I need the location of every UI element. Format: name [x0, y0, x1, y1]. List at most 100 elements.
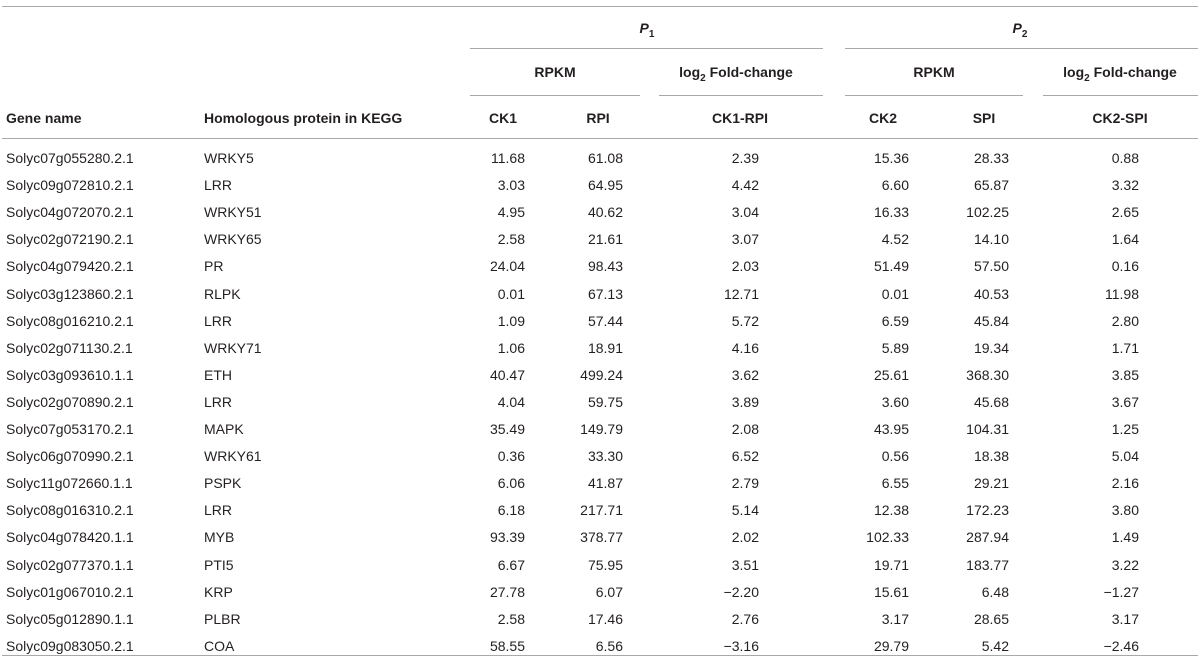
ck1-rpi-fold-change-cell: 2.39: [731, 150, 759, 166]
p1-group-rule: [470, 48, 823, 49]
p2-log-fold-change-header: log2 Fold-change: [1063, 64, 1177, 84]
ck2-cell: 5.89: [881, 340, 909, 356]
spi-cell: 14.10: [973, 231, 1009, 247]
ck2-cell: 3.17: [881, 611, 909, 627]
rpi-cell: 64.95: [587, 177, 623, 193]
homologous-protein-header: Homologous protein in KEGG: [204, 110, 403, 126]
ck2-cell: 12.38: [873, 502, 909, 518]
homologous-protein-cell: KRP: [204, 584, 233, 600]
ck1-rpi-fold-change-cell: 2.79: [731, 475, 759, 491]
ck1-cell: 93.39: [489, 529, 525, 545]
ck2-cell: 6.59: [881, 313, 909, 329]
p2-rpkm-header: RPKM: [913, 64, 955, 80]
ck2-spi-fold-change-cell: 1.49: [1111, 529, 1139, 545]
rpi-cell: 67.13: [587, 286, 623, 302]
rpi-cell: 98.43: [587, 258, 623, 274]
ck1-cell: 2.58: [497, 231, 525, 247]
gene-name-cell: Solyc03g093610.1.1: [6, 367, 134, 383]
ck1-cell: 1.09: [497, 313, 525, 329]
spi-cell: 65.87: [973, 177, 1009, 193]
ck1-cell: 58.55: [489, 638, 525, 654]
homologous-protein-cell: WRKY65: [204, 231, 262, 247]
ck2-cell: 15.61: [873, 584, 909, 600]
ck2-cell: 0.56: [881, 448, 909, 464]
ck1-rpi-fold-change-cell: 3.07: [731, 231, 759, 247]
ck1-rpi-fold-change-cell: 3.04: [731, 204, 759, 220]
homologous-protein-cell: MAPK: [204, 421, 244, 437]
ck2-cell: 25.61: [873, 367, 909, 383]
gene-name-cell: Solyc08g016310.2.1: [6, 502, 134, 518]
ck2-spi-fold-change-cell: 11.98: [1105, 286, 1139, 302]
ck2-header: CK2: [868, 110, 898, 126]
spi-cell: 57.50: [973, 258, 1009, 274]
ck2-cell: 43.95: [873, 421, 909, 437]
ck2-spi-fold-change-cell: 2.80: [1111, 313, 1139, 329]
spi-cell: 368.30: [966, 367, 1009, 383]
spi-cell: 6.48: [981, 584, 1009, 600]
gene-name-cell: Solyc02g070890.2.1: [6, 394, 134, 410]
ck1-cell: 4.04: [497, 394, 525, 410]
spi-header: SPI: [972, 110, 996, 126]
homologous-protein-cell: LRR: [204, 502, 233, 518]
ck2-spi-fold-change-cell: 0.88: [1111, 150, 1139, 166]
gene-name-cell: Solyc11g072660.1.1: [6, 475, 133, 491]
spi-cell: 287.94: [966, 529, 1009, 545]
ck1-cell: 4.95: [497, 204, 525, 220]
spi-cell: 19.34: [973, 340, 1009, 356]
ck1-cell: 1.06: [497, 340, 525, 356]
ck2-spi-fold-change-cell: 3.17: [1111, 611, 1139, 627]
gene-name-cell: Solyc06g070990.2.1: [6, 448, 134, 464]
homologous-protein-cell: WRKY5: [204, 150, 254, 166]
ck1-cell: 6.06: [497, 475, 525, 491]
ck1-cell: 24.04: [489, 258, 525, 274]
rpi-cell: 40.62: [587, 204, 623, 220]
ck1-rpi-fold-change-cell: 2.76: [731, 611, 759, 627]
rpi-cell: 41.87: [587, 475, 623, 491]
p1-log-fold-change-header: log2 Fold-change: [679, 64, 793, 84]
gene-name-cell: Solyc09g083050.2.1: [6, 638, 134, 654]
header-bottom-rule: [2, 138, 1198, 139]
gene-name-cell: Solyc05g012890.1.1: [6, 611, 134, 627]
ck1-cell: 0.36: [497, 448, 525, 464]
ck2-cell: 3.60: [881, 394, 909, 410]
homologous-protein-cell: COA: [204, 638, 235, 654]
spi-cell: 18.38: [973, 448, 1009, 464]
ck2-spi-fold-change-cell: 3.80: [1111, 502, 1139, 518]
ck1-cell: 6.67: [497, 557, 525, 573]
rpi-cell: 6.07: [595, 584, 623, 600]
ck1-cell: 6.18: [497, 502, 525, 518]
homologous-protein-cell: PLBR: [204, 611, 241, 627]
p2-rpkm-rule: [845, 95, 1023, 96]
ck2-spi-fold-change-cell: 2.65: [1111, 204, 1139, 220]
ck1-cell: 2.58: [497, 611, 525, 627]
ck2-spi-header: CK2-SPI: [1092, 110, 1148, 126]
ck1-rpi-fold-change-cell: 2.03: [731, 258, 759, 274]
homologous-protein-cell: WRKY71: [204, 340, 262, 356]
ck1-rpi-header: CK1-RPI: [711, 110, 769, 126]
p1-rpkm-header: RPKM: [534, 64, 576, 80]
spi-cell: 45.84: [973, 313, 1009, 329]
spi-cell: 28.65: [973, 611, 1009, 627]
homologous-protein-cell: PTI5: [204, 557, 234, 573]
rpi-header: RPI: [586, 110, 610, 126]
ck2-spi-fold-change-cell: 1.71: [1111, 340, 1139, 356]
ck1-cell: 11.68: [491, 150, 525, 166]
ck1-rpi-fold-change-cell: 3.51: [731, 557, 759, 573]
ck1-cell: 35.49: [489, 421, 525, 437]
ck2-spi-fold-change-cell: 3.32: [1111, 177, 1139, 193]
homologous-protein-cell: ETH: [204, 367, 232, 383]
gene-name-cell: Solyc07g055280.2.1: [6, 150, 134, 166]
gene-name-header: Gene name: [6, 110, 82, 126]
homologous-protein-cell: LRR: [204, 394, 233, 410]
table-top-rule: [2, 6, 1198, 7]
rpi-cell: 17.46: [587, 611, 623, 627]
rpi-cell: 75.95: [587, 557, 623, 573]
gene-name-cell: Solyc03g123860.2.1: [6, 286, 134, 302]
gene-name-cell: Solyc09g072810.2.1: [6, 177, 134, 193]
ck1-cell: 3.03: [497, 177, 525, 193]
p2-group-header: P2: [1012, 20, 1028, 40]
ck1-cell: 0.01: [497, 286, 525, 302]
spi-cell: 40.53: [973, 286, 1009, 302]
gene-name-cell: Solyc02g072190.2.1: [6, 231, 134, 247]
ck1-rpi-fold-change-cell: 5.72: [731, 313, 759, 329]
